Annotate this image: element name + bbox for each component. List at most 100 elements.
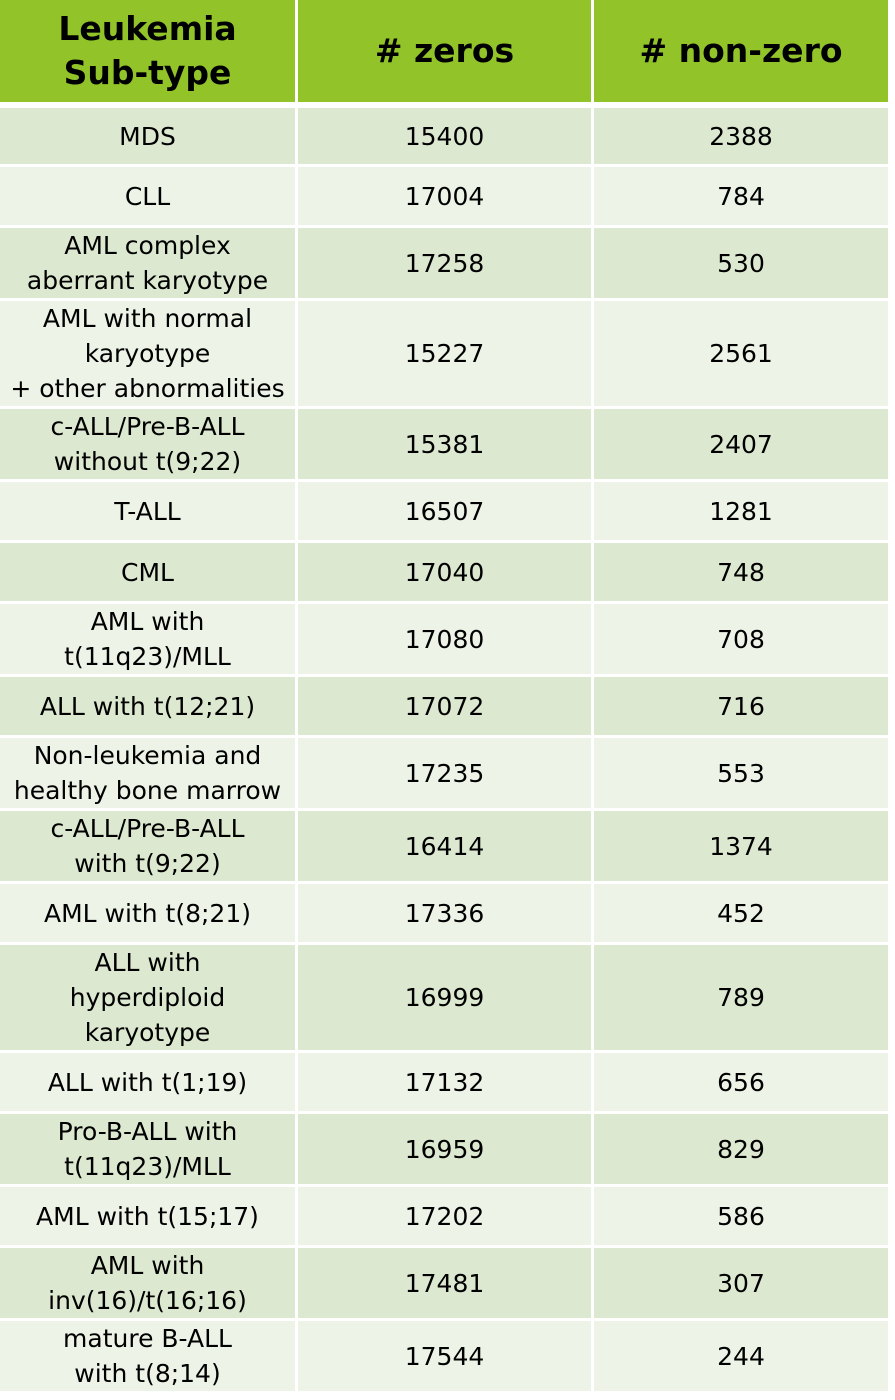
subtype-line: Non-leukemia and [33,741,262,770]
zeros-cell: 15400 [298,108,594,167]
nonzero-cell: 2407 [594,409,891,482]
header-nonzero: # non-zero [594,0,891,108]
subtype-cell: AML with t(15;17) [0,1187,298,1248]
zeros-cell: 16999 [298,945,594,1053]
subtype-line: karyotype [84,339,211,368]
nonzero-cell: 307 [594,1248,891,1321]
nonzero-cell: 748 [594,543,891,604]
subtype-line: Pro-B-ALL with [57,1117,238,1146]
nonzero-cell: 586 [594,1187,891,1248]
subtype-cell: AML with t(8;21) [0,884,298,945]
subtype-line: mature B-ALL [63,1324,232,1353]
subtype-line: t(11q23)/MLL [64,642,231,671]
subtype-line: c-ALL/Pre-B-ALL [50,412,245,441]
subtype-cell: AML with inv(16)/t(16;16) [0,1248,298,1321]
subtype-line: AML with normal [42,304,253,333]
zeros-cell: 17544 [298,1321,594,1394]
table-row: AML complex aberrant karyotype 17258 530 [0,228,891,301]
table-row: AML with inv(16)/t(16;16) 17481 307 [0,1248,891,1321]
nonzero-cell: 784 [594,167,891,228]
table-row: Non-leukemia and healthy bone marrow 17235… [0,738,891,811]
table-row: AML with t(8;21) 17336 452 [0,884,891,945]
subtype-line: with t(8;14) [74,1359,221,1388]
zeros-cell: 17258 [298,228,594,301]
table-row: AML with t(15;17) 17202 586 [0,1187,891,1248]
subtype-cell: mature B-ALL with t(8;14) [0,1321,298,1394]
zeros-cell: 16959 [298,1114,594,1187]
nonzero-cell: 716 [594,677,891,738]
subtype-line: MDS [119,121,176,151]
subtype-line: ALL with t(1;19) [47,1067,248,1097]
subtype-line: aberrant karyotype [26,266,269,295]
subtype-line: AML with t(8;21) [44,898,251,928]
header-subtype-line: Sub-type [63,53,232,92]
subtype-cell: c-ALL/Pre-B-ALL with t(9;22) [0,811,298,884]
zeros-cell: 17080 [298,604,594,677]
table-row: CLL 17004 784 [0,167,891,228]
subtype-cell: MDS [0,108,298,167]
table-row: MDS 15400 2388 [0,108,891,167]
nonzero-cell: 244 [594,1321,891,1394]
header-subtype-line: Leukemia [58,9,237,48]
table-row: ALL with hyperdiploid karyotype 16999 789 [0,945,891,1053]
subtype-line: with t(9;22) [74,849,221,878]
zeros-cell: 17336 [298,884,594,945]
table-body: MDS 15400 2388 CLL 17004 784 AML complex aberra… [0,108,891,1394]
header-subtype: Leukemia Sub-type [0,0,298,108]
nonzero-cell: 452 [594,884,891,945]
table-row: CML 17040 748 [0,543,891,604]
nonzero-cell: 1281 [594,482,891,543]
zeros-cell: 17072 [298,677,594,738]
zeros-cell: 16414 [298,811,594,884]
zeros-cell: 15227 [298,301,594,409]
subtype-line: c-ALL/Pre-B-ALL [50,814,245,843]
table-row: c-ALL/Pre-B-ALL without t(9;22) 15381 2407 [0,409,891,482]
table-row: AML with t(11q23)/MLL 17080 708 [0,604,891,677]
subtype-line: karyotype [84,1018,211,1047]
subtype-line: t(11q23)/MLL [64,1152,231,1181]
subtype-line: without t(9;22) [53,447,242,476]
zeros-cell: 17481 [298,1248,594,1321]
nonzero-cell: 656 [594,1053,891,1114]
table-row: ALL with t(12;21) 17072 716 [0,677,891,738]
subtype-cell: ALL with hyperdiploid karyotype [0,945,298,1053]
nonzero-cell: 708 [594,604,891,677]
subtype-line: ALL with [94,948,201,977]
subtype-line: AML with t(15;17) [36,1201,259,1231]
table-row: mature B-ALL with t(8;14) 17544 244 [0,1321,891,1394]
nonzero-cell: 2561 [594,301,891,409]
zeros-cell: 17132 [298,1053,594,1114]
subtype-cell: AML with t(11q23)/MLL [0,604,298,677]
subtype-line: AML with [90,607,205,636]
subtype-line: healthy bone marrow [13,776,282,805]
subtype-cell: ALL with t(12;21) [0,677,298,738]
subtype-cell: AML with normal karyotype + other abnormal… [0,301,298,409]
table-row: ALL with t(1;19) 17132 656 [0,1053,891,1114]
subtype-line: inv(16)/t(16;16) [48,1286,247,1315]
subtype-cell: T-ALL [0,482,298,543]
subtype-line: AML with [90,1251,205,1280]
table-row: c-ALL/Pre-B-ALL with t(9;22) 16414 1374 [0,811,891,884]
subtype-cell: Non-leukemia and healthy bone marrow [0,738,298,811]
subtype-cell: c-ALL/Pre-B-ALL without t(9;22) [0,409,298,482]
zeros-cell: 16507 [298,482,594,543]
nonzero-cell: 829 [594,1114,891,1187]
subtype-cell: AML complex aberrant karyotype [0,228,298,301]
nonzero-cell: 1374 [594,811,891,884]
zeros-cell: 17040 [298,543,594,604]
subtype-line: hyperdiploid [69,983,226,1012]
subtype-line: T-ALL [114,496,181,526]
nonzero-cell: 2388 [594,108,891,167]
table-row: Pro-B-ALL with t(11q23)/MLL 16959 829 [0,1114,891,1187]
zeros-cell: 17202 [298,1187,594,1248]
table-row: AML with normal karyotype + other abnormal… [0,301,891,409]
zeros-cell: 17235 [298,738,594,811]
subtype-cell: CML [0,543,298,604]
nonzero-cell: 789 [594,945,891,1053]
subtype-cell: ALL with t(1;19) [0,1053,298,1114]
subtype-cell: Pro-B-ALL with t(11q23)/MLL [0,1114,298,1187]
subtype-line: AML complex [64,231,231,260]
subtype-cell: CLL [0,167,298,228]
zeros-cell: 15381 [298,409,594,482]
